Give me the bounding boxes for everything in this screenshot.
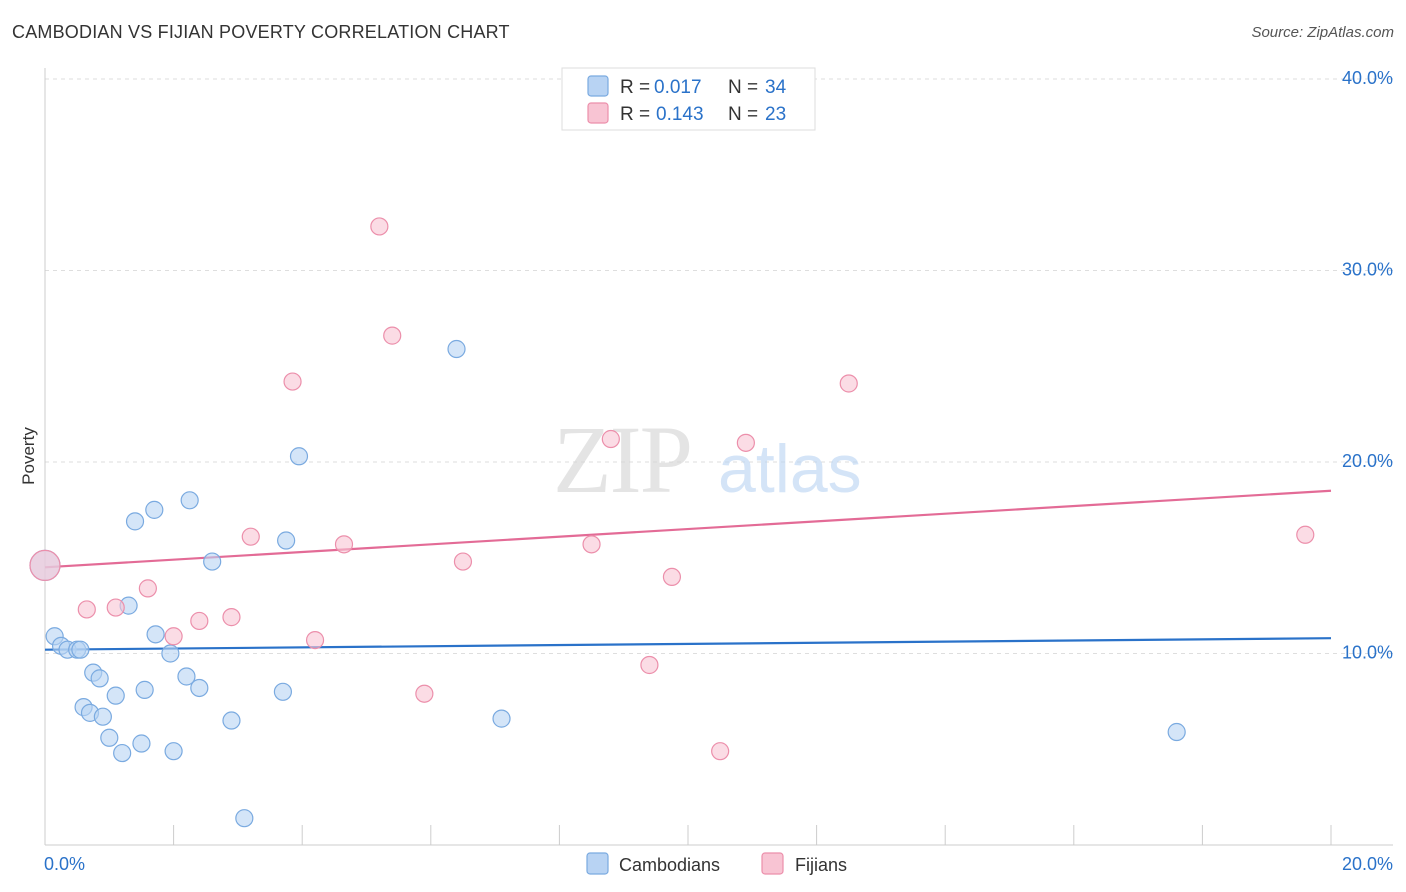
cambodians-point-31 <box>492 709 511 728</box>
fijians-point-12 <box>383 326 402 345</box>
fijians-point-11 <box>370 217 389 236</box>
cambodians-point-6 <box>90 669 109 688</box>
legend-n-label-cambodians: N = <box>728 77 758 98</box>
cambodians-point-27 <box>273 682 293 701</box>
fijians-point-0 <box>29 549 61 582</box>
cambodians-point-20 <box>164 742 183 761</box>
cambodians-point-33 <box>71 640 90 659</box>
fijians-point-13 <box>415 684 434 703</box>
legend-bottom-swatch-fijians <box>761 852 784 875</box>
cambodians-point-14 <box>135 680 154 699</box>
y-tick-label-3: 40.0% <box>1342 68 1393 88</box>
cambodians-point-17 <box>145 500 164 519</box>
cambodians-point-10 <box>106 686 125 705</box>
fijians-point-3 <box>138 579 157 598</box>
cambodians-point-18 <box>146 625 165 644</box>
cambodians-point-24 <box>203 552 222 571</box>
fijians-trend-line <box>44 489 1332 569</box>
fijians-point-8 <box>283 372 302 391</box>
fijians-point-6 <box>222 608 241 627</box>
cambodians-point-12 <box>113 743 132 763</box>
fijians-point-14 <box>453 552 473 571</box>
fijians-point-10 <box>334 535 354 554</box>
fijians-point-19 <box>711 742 730 761</box>
grid-lines <box>45 78 1393 654</box>
fijians-point-18 <box>662 567 682 587</box>
cambodians-point-23 <box>190 678 209 698</box>
legend-n-value-cambodians: 34 <box>765 77 787 98</box>
cambodians-point-25 <box>222 711 241 730</box>
legend-swatch-cambodians <box>587 75 609 97</box>
legend-bottom-label-fijians: Fijians <box>795 855 847 875</box>
x-tick-label-min: 0.0% <box>44 854 85 874</box>
cambodians-point-30 <box>447 339 466 359</box>
cambodians-point-26 <box>235 809 254 828</box>
cambodians-point-16 <box>125 512 145 531</box>
y-tick-labels: 10.0% 20.0% 30.0% 40.0% <box>1342 68 1393 663</box>
legend-n-label-fijians: N = <box>728 104 758 125</box>
y-tick-label-1: 20.0% <box>1342 451 1393 471</box>
fijians-point-1 <box>77 600 96 619</box>
fijians-point-17 <box>640 655 659 675</box>
cambodians-point-32 <box>1167 722 1186 742</box>
cambodians-point-13 <box>132 734 151 753</box>
fijians-point-9 <box>305 630 325 650</box>
legend-r-value-cambodians: 0.017 <box>654 77 702 98</box>
fijians-point-21 <box>839 374 858 393</box>
fijians-point-15 <box>582 535 601 554</box>
legend-r-label-cambodians: R = <box>620 77 650 98</box>
legend-bottom: Cambodians Fijians <box>586 852 847 875</box>
fijians-point-7 <box>241 527 260 546</box>
legend-top: R = 0.017 N = 34 R = 0.143 N = 23 <box>561 67 816 131</box>
legend-r-value-fijians: 0.143 <box>656 104 704 125</box>
x-tick-label-max: 20.0% <box>1342 854 1393 874</box>
cambodians-trend-line <box>44 637 1332 651</box>
fijians-point-2 <box>106 598 125 617</box>
axes <box>44 68 1393 846</box>
cambodians-point-29 <box>289 447 309 466</box>
cambodians-point-22 <box>180 491 199 510</box>
y-axis-label: Poverty <box>19 427 38 485</box>
chart-title: CAMBODIAN VS FIJIAN POVERTY CORRELATION … <box>12 22 510 42</box>
trend-lines <box>44 489 1332 651</box>
fijians-point-5 <box>190 611 209 631</box>
cambodians-point-21 <box>177 667 196 686</box>
cambodians-point-19 <box>161 644 180 663</box>
fijians-point-16 <box>601 429 620 449</box>
fijians-point-4 <box>164 627 183 646</box>
cambodians-point-11 <box>100 728 119 747</box>
fijians-points <box>29 217 1315 761</box>
watermark-zip: ZIP <box>553 406 691 513</box>
cambodians-point-9 <box>93 707 112 726</box>
fijians-point-22 <box>1296 525 1315 544</box>
legend-bottom-swatch-cambodians <box>586 852 609 875</box>
legend-r-label-fijians: R = <box>620 104 650 125</box>
y-tick-label-2: 30.0% <box>1342 260 1393 280</box>
legend-n-value-fijians: 23 <box>765 104 786 125</box>
fijians-point-20 <box>736 433 755 452</box>
source-label: Source: ZipAtlas.com <box>1251 24 1394 41</box>
watermark: ZIP atlas <box>553 406 862 513</box>
legend-swatch-fijians <box>587 102 609 124</box>
legend-bottom-label-cambodians: Cambodians <box>619 855 720 875</box>
cambodians-point-28 <box>277 531 296 550</box>
y-tick-label-0: 10.0% <box>1342 643 1393 663</box>
